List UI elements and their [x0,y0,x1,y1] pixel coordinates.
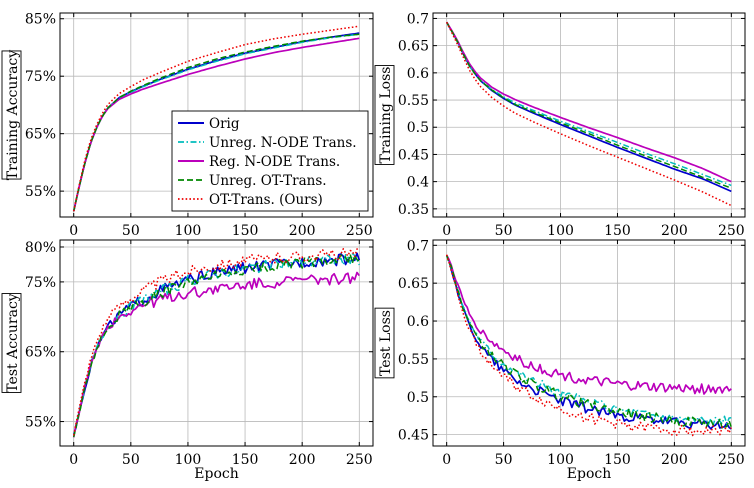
x-axis-label: Epoch [567,466,611,482]
x-tick-label: 200 [289,223,316,239]
x-tick-label: 0 [69,452,78,468]
y-tick-label: 65% [25,345,56,361]
y-tick-label: 0.65 [398,276,429,292]
y-tick-label: 0.6 [407,66,429,82]
series-line-reg-n-ode-trans [72,37,360,212]
x-axis-label: Epoch [194,466,238,482]
y-tick-label: 75% [25,69,56,85]
y-tick-label: 0.5 [407,120,429,136]
series-line-unreg-ot-trans [445,254,733,430]
y-tick-label: 0.35 [398,202,429,218]
axes-frame [432,12,746,218]
series-line-reg-n-ode-trans [445,21,732,183]
x-tick-label: 100 [547,223,574,239]
series-line-unreg-n-ode-trans [72,253,360,435]
y-tick-label: 65% [25,127,56,143]
series-group [72,25,360,212]
axes-frame [59,239,374,447]
series-line-reg-n-ode-trans [445,254,732,395]
x-tick-label: 250 [346,223,373,239]
series-line-ot-trans-ours [72,247,360,436]
x-tick-label: 150 [604,452,631,468]
series-line-orig [445,21,732,193]
x-tick-label: 100 [175,223,202,239]
series-group [445,21,732,207]
x-tick-label: 100 [175,452,202,468]
x-tick-label: 150 [232,452,259,468]
y-axis-label-frame [1,293,22,393]
x-tick-label: 200 [661,452,688,468]
y-tick-label: 0.5 [407,390,429,406]
y-tick-label: 0.55 [398,352,429,368]
y-axis-label-box: Training Accuracy [1,50,22,180]
x-tick-label: 200 [289,452,316,468]
legend-frame [171,110,369,212]
y-tick-label: 0.65 [398,39,429,55]
x-tick-label: 0 [442,223,451,239]
y-tick-label: 55% [25,184,56,200]
series-line-unreg-n-ode-trans [446,21,732,187]
y-tick-label: 0.6 [407,314,429,330]
x-tick-label: 100 [547,452,574,468]
x-tick-label: 150 [232,223,259,239]
x-tick-label: 50 [122,223,140,239]
y-axis-label-box: Test Accuracy [1,293,22,393]
y-tick-label: 80% [25,240,56,256]
y-tick-label: 0.45 [398,147,429,163]
y-tick-label: 0.7 [407,11,429,27]
y-tick-label: 85% [25,12,56,28]
y-tick-label: 0.4 [407,175,429,191]
y-axis-label-box: Training Loss [374,65,395,165]
legend-entry-label: OT-Trans. (Ours) [209,192,323,208]
y-axis-label-frame [374,307,395,379]
series-line-unreg-ot-trans [72,33,360,212]
legend-entry-label: Reg. N-ODE Trans. [209,154,340,170]
x-tick-label: 150 [604,223,631,239]
series-line-ot-trans-ours [445,254,732,437]
training-accuracy-chart: 0 50 100 150 200 250 55% 65% 75% 85% Training Accu… [1,12,374,239]
y-tick-label: 55% [25,415,56,431]
x-tick-label: 0 [69,223,78,239]
x-tick-label: 50 [122,452,140,468]
y-axis-label: Test Loss [378,310,394,376]
x-tick-label: 0 [442,452,451,468]
x-tick-label: 200 [661,223,688,239]
y-axis-label: Training Loss [378,67,394,164]
y-tick-label: 0.55 [398,93,429,109]
test-loss-chart: 0 50 100 150 200 250 0.45 0.5 0.55 0.6 0.65 0.7 Test… [374,238,746,482]
series-line-orig [445,255,732,430]
y-axis-label-box: Test Loss [374,307,395,379]
x-tick-label: 250 [346,452,373,468]
y-axis-label: Test Accuracy [5,293,21,392]
legend: Orig Unreg. N-ODE Trans. Reg. N-ODE Trans.… [171,110,369,212]
x-tick-label: 250 [718,223,745,239]
series-group [445,254,733,437]
axes-frame [432,239,746,447]
training-loss-chart: 0 50 100 150 200 250 0.35 0.4 0.45 0.5 0.55 0.6 0.65… [374,11,746,239]
y-tick-label: 75% [25,275,56,291]
y-axis-label-frame [374,65,395,165]
series-line-reg-n-ode-trans [72,271,360,438]
x-tick-label: 250 [718,452,745,468]
y-tick-label: 0.7 [407,238,429,254]
axes-frame [59,12,374,218]
series-line-unreg-ot-trans [446,21,732,189]
series-line-ot-trans-ours [72,25,360,212]
test-accuracy-chart: 0 50 100 150 200 250 55% 65% 75% 80% Test Accuracy… [1,239,374,482]
x-tick-label: 50 [495,223,513,239]
y-axis-label: Training Accuracy [5,50,21,180]
series-line-ot-trans-ours [446,21,732,207]
y-axis-label-frame [1,50,22,180]
x-tick-label: 50 [495,452,513,468]
series-group [72,247,361,438]
legend-entry-label: Unreg. OT-Trans. [209,173,327,189]
y-tick-label: 0.45 [398,428,429,444]
legend-entry-label: Orig [209,116,240,132]
legend-entry-label: Unreg. N-ODE Trans. [209,135,357,151]
